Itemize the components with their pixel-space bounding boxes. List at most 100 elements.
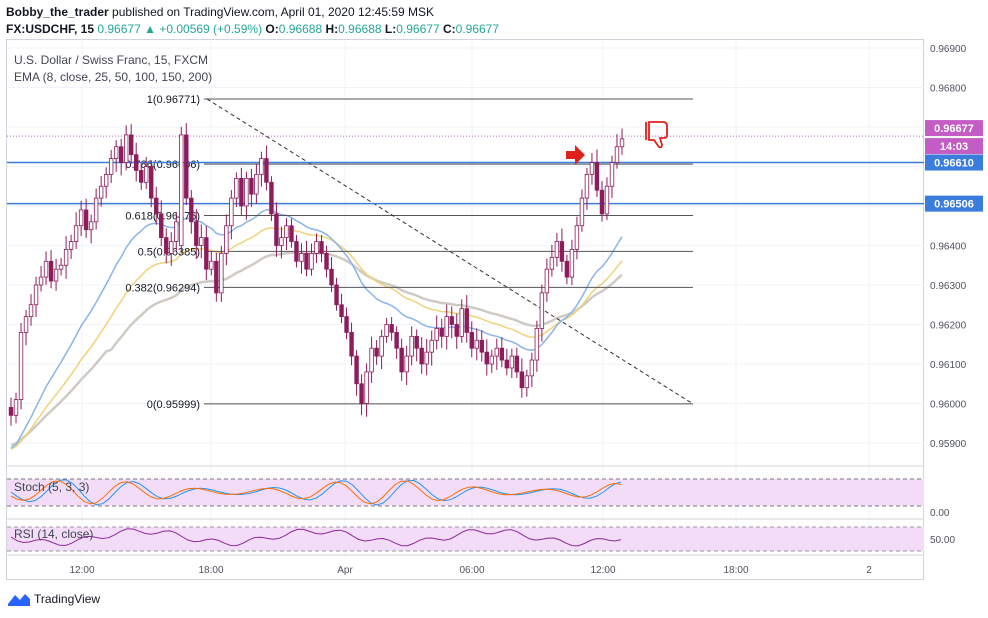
candle-body — [549, 256, 555, 270]
candle-body — [234, 177, 239, 199]
author-name[interactable]: Bobby_the_trader — [6, 5, 109, 19]
candle-body — [344, 316, 349, 333]
candle-body — [539, 292, 545, 329]
candle-body — [174, 221, 179, 242]
candle-body — [369, 347, 374, 373]
candle-body — [88, 221, 94, 231]
candle-body — [149, 166, 154, 199]
candle-body — [519, 371, 525, 389]
stoch-pane: 0.00 — [7, 478, 950, 519]
candle-body — [53, 268, 59, 282]
candle-body — [419, 347, 424, 365]
candle-body — [229, 197, 234, 227]
x-tick-label: Apr — [337, 565, 353, 576]
price-tag-label: 0.96677 — [934, 123, 974, 135]
candle-body — [284, 225, 289, 239]
high-label: H: — [325, 22, 339, 36]
candle-body — [73, 225, 79, 242]
candle-body — [239, 177, 244, 207]
rsi-axis-label: 50.00 — [930, 535, 955, 546]
candle-body — [604, 185, 610, 215]
x-tick-label: 12:00 — [69, 565, 94, 576]
x-tick-label: 06:00 — [459, 565, 484, 576]
y-tick-label: 0.96400 — [930, 242, 967, 253]
candle-body — [589, 162, 595, 175]
stoch-k-line — [10, 479, 622, 506]
candle-body — [48, 260, 54, 282]
candle-body — [374, 347, 379, 357]
y-tick-label: 0.96200 — [930, 321, 967, 332]
candle-body — [264, 158, 269, 183]
x-tick-label: 18:00 — [198, 565, 223, 576]
candle-body — [559, 241, 565, 262]
candle-body — [454, 324, 459, 337]
candle-body — [219, 252, 224, 294]
candle-body — [199, 237, 204, 246]
candle-body — [489, 355, 494, 365]
candle-body — [509, 355, 515, 369]
stoch-legend: Stoch (5, 3, 3) — [14, 480, 90, 494]
candle-body — [524, 375, 530, 389]
x-tick-label: 12:00 — [590, 565, 615, 576]
x-tick-label: 18:00 — [723, 565, 748, 576]
candle-body — [399, 347, 404, 373]
stoch-band — [7, 479, 924, 506]
fib-level-label: 1(0.96771) — [147, 94, 200, 106]
price-change: +0.00569 (+0.59%) — [159, 22, 263, 36]
candle-body — [324, 252, 329, 270]
candle-body — [514, 355, 520, 373]
candle-body — [214, 260, 219, 294]
candle-body — [78, 209, 84, 227]
candle-body — [574, 225, 580, 250]
price-tag-box — [925, 138, 983, 155]
candle-body — [314, 241, 319, 254]
candles — [8, 123, 625, 426]
candle-body — [103, 173, 109, 187]
y-tick-label: 0.95900 — [930, 439, 967, 450]
candle-body — [134, 154, 139, 171]
candle-body — [389, 324, 394, 333]
stoch-d-line — [10, 480, 622, 505]
candle-body — [304, 252, 309, 270]
candle-body — [459, 308, 464, 337]
candle-body — [379, 335, 384, 357]
candle-body — [449, 316, 454, 325]
fib-level-label: 0.5(0.96385) — [138, 246, 200, 258]
candle-body — [414, 335, 419, 349]
candle-body — [128, 134, 134, 156]
candle-body — [334, 284, 339, 306]
candle-body — [534, 328, 540, 361]
candle-body — [113, 146, 119, 160]
candle-body — [259, 158, 264, 175]
y-tick-label: 0.96900 — [930, 44, 967, 55]
candle-body — [359, 383, 364, 404]
candle-body — [184, 134, 189, 199]
candle-body — [569, 249, 575, 278]
candle-body — [289, 225, 294, 242]
candle-body — [28, 304, 34, 317]
candle-body — [38, 276, 44, 286]
candle-body — [404, 355, 409, 373]
candle-body — [394, 331, 399, 349]
candle-body — [164, 237, 169, 254]
rsi-pane: 50.00 — [7, 526, 955, 552]
tradingview-footer[interactable]: TradingView — [8, 592, 100, 606]
candle-body — [159, 213, 164, 238]
candle-body — [209, 260, 214, 270]
candle-body — [479, 339, 484, 353]
candle-body — [118, 146, 124, 163]
candle-body — [474, 339, 479, 349]
candle-body — [599, 189, 605, 215]
candle-body — [179, 134, 184, 246]
open-value: 0.96688 — [278, 22, 323, 36]
price-tag-label: 14:03 — [940, 141, 968, 153]
chart-frame — [6, 39, 924, 580]
candle-body — [43, 260, 49, 278]
open-label: O: — [265, 22, 279, 36]
ema-blue-line — [10, 208, 623, 449]
candle-body — [424, 351, 429, 365]
y-tick-label: 0.96300 — [930, 281, 967, 292]
candle-body — [484, 351, 489, 365]
horizontal-lines — [7, 135, 924, 205]
